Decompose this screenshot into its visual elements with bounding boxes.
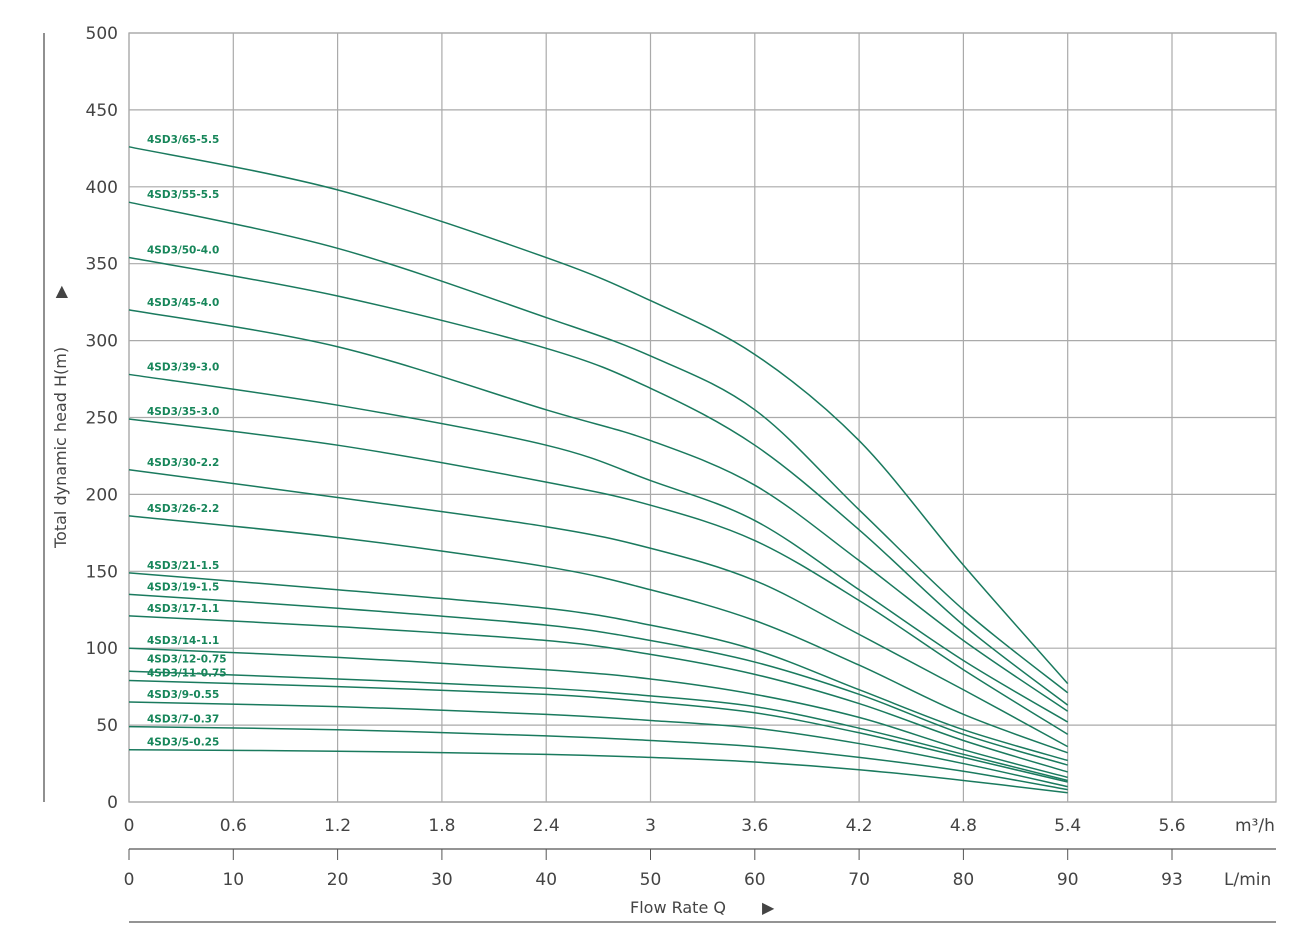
x-tick-label-m3h: 5.6: [1158, 816, 1185, 836]
x-tick-label-m3h: 4.2: [846, 816, 873, 836]
y-tick-label: 300: [86, 332, 118, 352]
x-tick-label-lmin: 70: [848, 870, 870, 890]
series-line: [128, 515, 1068, 754]
series-line: [128, 670, 1068, 782]
series-label: 4SD3/19-1.5: [147, 581, 219, 593]
x-tick-label-m3h: 1.8: [428, 816, 455, 836]
x-unit-m3h: m³/h: [1235, 816, 1275, 836]
y-axis-title: Total dynamic head H(m): [51, 347, 70, 549]
series-label: 4SD3/35-3.0: [147, 406, 219, 418]
grid: [128, 32, 1277, 803]
series-line: [128, 679, 1068, 783]
x-tick-label-m3h: 0: [124, 816, 135, 836]
series-line: [128, 256, 1069, 706]
series-line: [128, 309, 1069, 712]
series-label: 4SD3/39-3.0: [147, 361, 219, 373]
series-label: 4SD3/5-0.25: [147, 737, 219, 749]
y-tick-label: 250: [86, 409, 118, 429]
series-line: [128, 146, 1069, 685]
series-line: [128, 418, 1069, 735]
x-tick-label-m3h: 0.6: [220, 816, 247, 836]
x-tick-label-m3h: 3.6: [741, 816, 768, 836]
series-line: [128, 373, 1069, 723]
x-tick-label-lmin: 30: [431, 870, 453, 890]
series-line: [128, 201, 1069, 694]
series-label: 4SD3/7-0.37: [147, 714, 219, 726]
x-unit-lmin: L/min: [1224, 870, 1271, 890]
series-label: 4SD3/11-0.75: [147, 667, 227, 679]
series-line: [128, 593, 1068, 766]
curves: [128, 146, 1069, 794]
series-label: 4SD3/65-5.5: [147, 134, 219, 146]
x-tick-label-lmin: 10: [222, 870, 244, 890]
series-label: 4SD3/9-0.55: [147, 689, 219, 701]
x-axis-arrow-icon: ▶: [762, 898, 775, 917]
y-tick-label: 400: [86, 178, 118, 198]
x-tick-label-lmin: 93: [1161, 870, 1183, 890]
x-tick-label-m3h: 2.4: [533, 816, 560, 836]
series-label: 4SD3/26-2.2: [147, 503, 219, 515]
y-axis-arrow-icon: ▶: [51, 285, 70, 298]
y-tick-label: 200: [86, 485, 118, 505]
x-tick-label-m3h: 4.8: [950, 816, 977, 836]
x-axis-title: Flow Rate Q: [630, 898, 726, 917]
series-line: [128, 647, 1068, 779]
series-label: 4SD3/21-1.5: [147, 560, 219, 572]
x-tick-label-m3h: 3: [645, 816, 656, 836]
y-tick-label: 500: [86, 24, 118, 44]
series-label: 4SD3/14-1.1: [147, 635, 219, 647]
x-tick-label-lmin: 0: [124, 870, 135, 890]
series-labels: 4SD3/65-5.5 4SD3/55-5.5 4SD3/50-4.0 4SD3/45…: [147, 134, 227, 749]
x-tick-label-lmin: 80: [953, 870, 975, 890]
series-label: 4SD3/50-4.0: [147, 245, 219, 257]
series-line: [128, 701, 1068, 788]
y-tick-label: 0: [107, 793, 118, 813]
axes: 050100150200250300350400450500000.6101.2…: [43, 24, 1276, 923]
series-line: [128, 725, 1068, 791]
y-tick-label: 100: [86, 639, 118, 659]
series-label: 4SD3/45-4.0: [147, 297, 219, 309]
y-tick-label: 450: [86, 101, 118, 121]
series-line: [128, 615, 1068, 773]
series-label: 4SD3/17-1.1: [147, 603, 219, 615]
series-label: 4SD3/12-0.75: [147, 653, 227, 665]
y-tick-label: 150: [86, 562, 118, 582]
series-line: [128, 748, 1068, 794]
y-tick-label: 50: [96, 716, 118, 736]
x-tick-label-lmin: 50: [640, 870, 662, 890]
x-tick-label-lmin: 90: [1057, 870, 1079, 890]
series-line: [128, 469, 1069, 748]
x-tick-label-m3h: 5.4: [1054, 816, 1081, 836]
series-label: 4SD3/30-2.2: [147, 457, 219, 469]
y-tick-label: 350: [86, 255, 118, 275]
series-label: 4SD3/55-5.5: [147, 189, 219, 201]
series-line: [128, 572, 1068, 762]
x-tick-label-lmin: 20: [327, 870, 349, 890]
x-tick-label-lmin: 60: [744, 870, 766, 890]
x-tick-label-lmin: 40: [535, 870, 557, 890]
x-tick-label-m3h: 1.2: [324, 816, 351, 836]
